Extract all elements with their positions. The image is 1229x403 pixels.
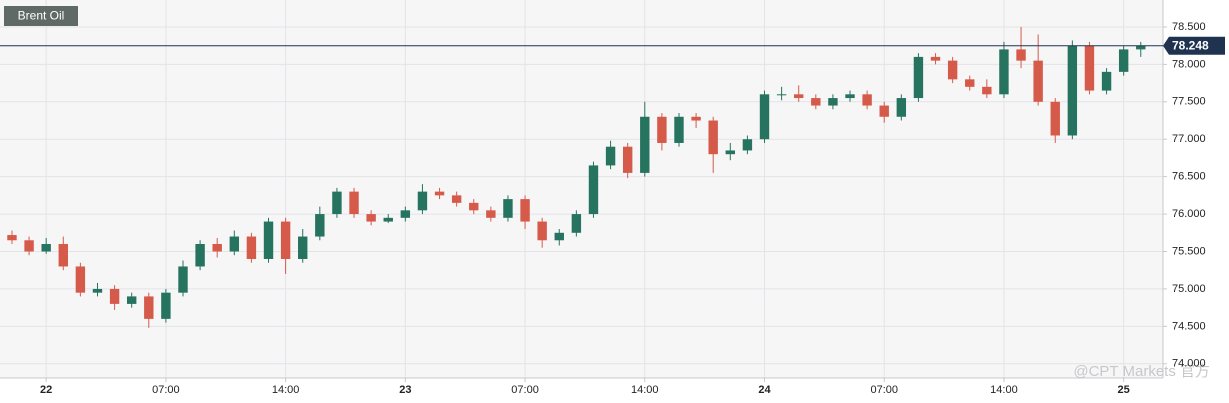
x-tick-label: 07:00 bbox=[152, 384, 180, 396]
candle-body bbox=[161, 292, 171, 319]
y-tick-label: 75.000 bbox=[1172, 283, 1206, 295]
candle-body bbox=[503, 199, 513, 218]
candle-body bbox=[144, 296, 154, 319]
candle-body bbox=[366, 214, 376, 222]
candle-body bbox=[24, 240, 34, 252]
candle-body bbox=[383, 217, 393, 222]
candle-body bbox=[571, 214, 582, 233]
grid bbox=[0, 0, 1163, 378]
candle-body bbox=[896, 98, 907, 117]
candles bbox=[7, 26, 1146, 328]
candle-body bbox=[75, 266, 86, 293]
x-tick-label: 14:00 bbox=[990, 384, 1018, 396]
chart-title: Brent Oil bbox=[18, 9, 65, 23]
candle-body bbox=[999, 49, 1009, 95]
y-tick-label: 78.500 bbox=[1172, 21, 1206, 33]
candle-body bbox=[349, 191, 359, 215]
watermark: @CPT Markets 官方 bbox=[1073, 363, 1210, 380]
y-tick-label: 77.000 bbox=[1172, 133, 1206, 145]
candle-body bbox=[605, 146, 616, 166]
candle-body bbox=[913, 56, 924, 99]
candle-body bbox=[622, 146, 633, 173]
candle-body bbox=[7, 235, 17, 241]
candle-body bbox=[109, 288, 120, 304]
candle-body bbox=[657, 116, 667, 143]
x-tick-label: 23 bbox=[399, 384, 411, 396]
candle-body bbox=[417, 191, 428, 211]
y-tick-label: 75.500 bbox=[1172, 245, 1206, 257]
candle-body bbox=[811, 98, 821, 106]
candle-body bbox=[845, 94, 855, 99]
candle-body bbox=[298, 236, 308, 259]
candle-body bbox=[1136, 45, 1146, 50]
y-tick-label: 74.000 bbox=[1172, 358, 1206, 370]
candle-body bbox=[229, 236, 240, 252]
candle-body bbox=[982, 86, 992, 95]
candle-body bbox=[1118, 49, 1129, 72]
candle-body bbox=[41, 244, 51, 252]
y-tick-label: 76.500 bbox=[1172, 171, 1206, 183]
candle-body bbox=[828, 98, 838, 106]
candle-body bbox=[280, 221, 291, 259]
y-tick-label: 77.500 bbox=[1172, 96, 1206, 108]
y-tick-label: 76.000 bbox=[1172, 208, 1206, 220]
candle-body bbox=[794, 94, 804, 99]
candle-body bbox=[537, 221, 547, 241]
x-tick-label: 07:00 bbox=[511, 384, 539, 396]
candle-body bbox=[315, 214, 325, 237]
candle-body bbox=[674, 116, 684, 143]
plot-area bbox=[0, 0, 1163, 378]
candle-body bbox=[1084, 45, 1095, 91]
candle-body bbox=[126, 296, 137, 304]
candle-body bbox=[1033, 60, 1043, 102]
candle-body bbox=[708, 120, 718, 155]
candle-body bbox=[434, 191, 445, 196]
candle-body bbox=[246, 236, 257, 259]
candle-body bbox=[640, 116, 650, 173]
candle-body bbox=[588, 165, 599, 215]
candle-body bbox=[776, 94, 787, 96]
candle-body bbox=[965, 79, 975, 87]
candle-body bbox=[195, 244, 205, 267]
candle-body bbox=[1067, 45, 1078, 136]
candle-body bbox=[1101, 71, 1112, 91]
candle-body bbox=[212, 244, 222, 252]
candle-body bbox=[92, 288, 103, 293]
candle-body bbox=[1016, 49, 1026, 61]
x-tick-label: 07:00 bbox=[870, 384, 898, 396]
candle-body bbox=[862, 94, 872, 106]
candle-body bbox=[469, 202, 479, 211]
x-tick-label: 25 bbox=[1118, 384, 1130, 396]
candle-body bbox=[947, 60, 958, 80]
last-price-label: 78.248 bbox=[1172, 38, 1209, 52]
x-tick-label: 14:00 bbox=[272, 384, 300, 396]
candle-body bbox=[930, 56, 941, 61]
candle-body bbox=[486, 210, 496, 218]
candle-body bbox=[725, 150, 735, 155]
candle-body bbox=[691, 116, 701, 121]
last-price-tag bbox=[1163, 36, 1225, 55]
candle-body bbox=[759, 94, 770, 140]
x-tick-label: 14:00 bbox=[631, 384, 659, 396]
candle-body bbox=[520, 199, 530, 222]
candle-body bbox=[178, 266, 188, 293]
candle-body bbox=[554, 232, 564, 241]
y-tick-label: 74.500 bbox=[1172, 320, 1206, 332]
y-tick-label: 78.000 bbox=[1172, 58, 1206, 70]
candle-body bbox=[58, 244, 68, 267]
candle-body bbox=[879, 105, 889, 117]
candle-body bbox=[263, 221, 274, 259]
candle-body bbox=[400, 210, 411, 218]
title-box bbox=[4, 6, 78, 26]
candle-body bbox=[742, 139, 753, 151]
candle-body bbox=[451, 195, 462, 203]
x-tick-label: 22 bbox=[40, 384, 52, 396]
candle-body bbox=[332, 191, 342, 215]
x-tick-label: 24 bbox=[758, 384, 771, 396]
candle-body bbox=[1050, 101, 1060, 136]
